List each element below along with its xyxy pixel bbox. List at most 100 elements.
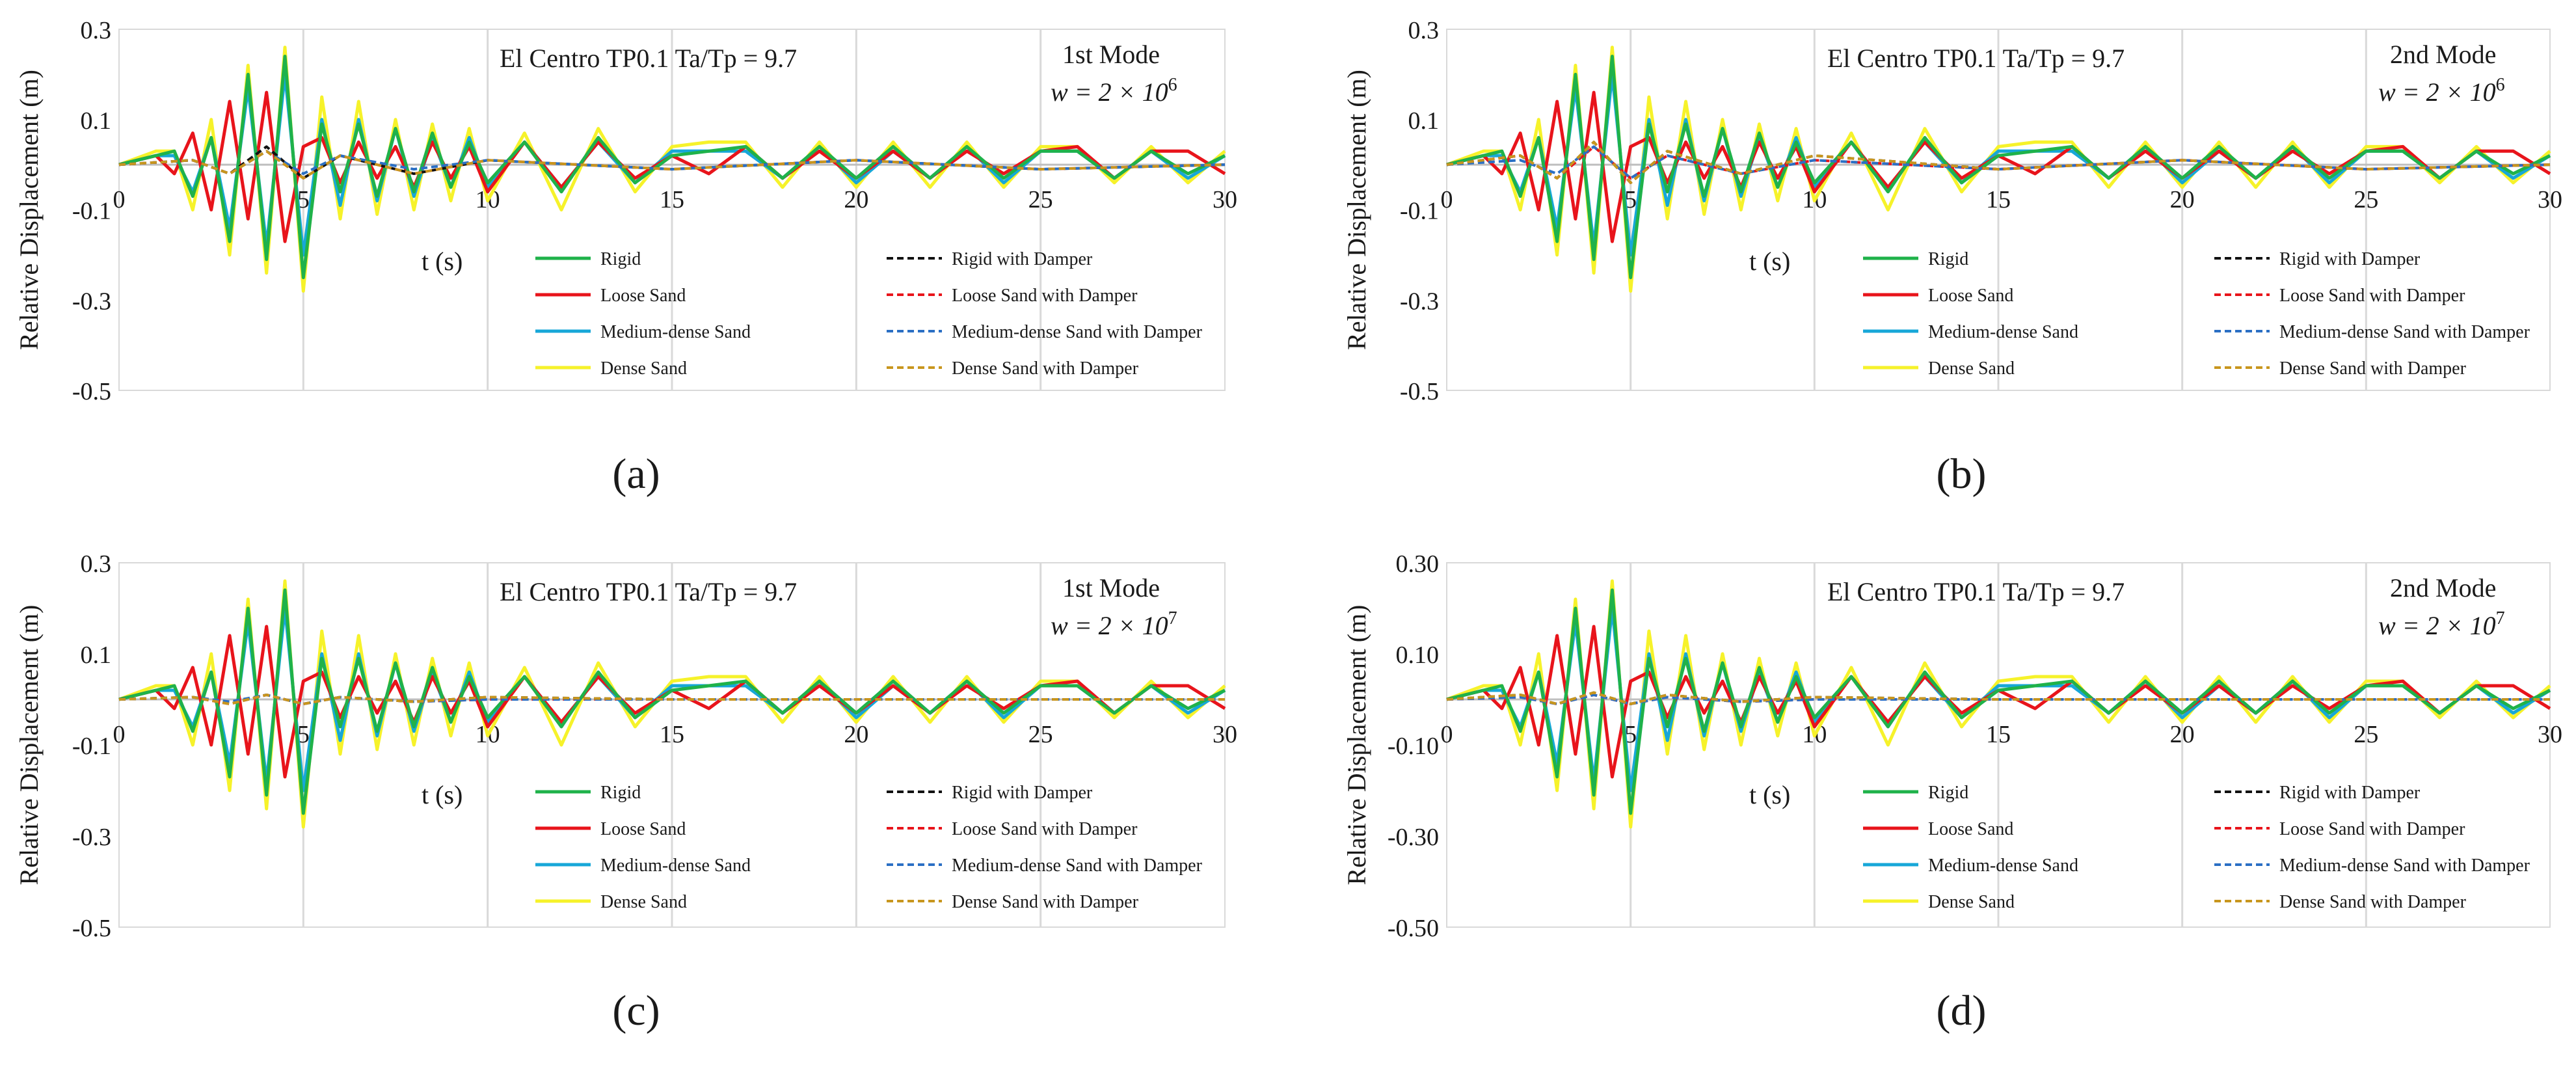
legend-label: Medium-dense Sand with Damper bbox=[952, 322, 1203, 342]
legend-label: Dense Sand with Damper bbox=[952, 892, 1139, 912]
legend-item-medium-dense-sand: Medium-dense Sand bbox=[1863, 856, 2078, 876]
legend-item-rigid: Rigid bbox=[535, 249, 641, 269]
legend-item-dense-sand: Dense Sand bbox=[1863, 892, 2015, 912]
legend-label: Loose Sand with Damper bbox=[2279, 286, 2465, 306]
series-line-dense-sand-with-damper bbox=[118, 694, 1225, 705]
legend-label: Rigid bbox=[600, 249, 641, 269]
y-tick-label: -0.5 bbox=[1400, 378, 1439, 405]
x-axis-label: t (s) bbox=[1749, 780, 1790, 809]
mode-label: 2nd Mode bbox=[2390, 573, 2496, 602]
legend-label: Rigid with Damper bbox=[952, 249, 1093, 269]
x-tick-label: 5 bbox=[1624, 721, 1637, 748]
legend-label: Dense Sand bbox=[600, 358, 687, 379]
legend-item-medium-dense-sand-with-damper: Medium-dense Sand with Damper bbox=[2214, 856, 2530, 876]
y-tick-label: 0.3 bbox=[81, 550, 112, 578]
legend-item-dense-sand: Dense Sand bbox=[535, 892, 687, 912]
legend-item-loose-sand-with-damper: Loose Sand with Damper bbox=[887, 286, 1138, 306]
legend-label: Rigid bbox=[1928, 249, 1968, 269]
legend-item-medium-dense-sand-with-damper: Medium-dense Sand with Damper bbox=[2214, 322, 2530, 342]
panel-caption: (a) bbox=[612, 450, 660, 498]
weight-label: w = 2 × 107 bbox=[2378, 608, 2505, 640]
legend-item-medium-dense-sand: Medium-dense Sand bbox=[535, 322, 751, 342]
legend-label: Medium-dense Sand with Damper bbox=[952, 856, 1203, 876]
x-tick-label: 25 bbox=[2354, 186, 2378, 213]
x-tick-label: 5 bbox=[1624, 186, 1637, 213]
weight-base: w = 2 × 10 bbox=[2378, 611, 2496, 640]
y-axis-label: Relative Displacement (m) bbox=[14, 605, 44, 885]
y-axis-label: Relative Displacement (m) bbox=[1342, 605, 1371, 885]
x-tick-label: 30 bbox=[1213, 186, 1237, 213]
legend-item-loose-sand: Loose Sand bbox=[535, 819, 686, 839]
legend-label: Rigid with Damper bbox=[952, 783, 1093, 803]
legend-label: Rigid bbox=[1928, 783, 1968, 803]
series-line-dense-sand-with-damper bbox=[118, 150, 1226, 180]
legend-label: Medium-dense Sand bbox=[600, 322, 751, 342]
y-tick-label: 0.30 bbox=[1396, 550, 1440, 578]
chart-title: El Centro TP0.1 Ta/Tp = 9.7 bbox=[500, 577, 797, 606]
mode-label: 2nd Mode bbox=[2390, 40, 2496, 69]
legend-label: Loose Sand with Damper bbox=[952, 286, 1138, 306]
legend-label: Dense Sand with Damper bbox=[2279, 892, 2467, 912]
series-line-dense-sand-with-damper bbox=[1446, 691, 2550, 705]
x-tick-label: 30 bbox=[2538, 186, 2562, 213]
x-tick-label: 20 bbox=[2170, 186, 2195, 213]
y-tick-label: -0.3 bbox=[1400, 288, 1439, 315]
x-tick-label: 0 bbox=[113, 186, 126, 213]
y-tick-label: -0.3 bbox=[72, 824, 111, 851]
y-tick-label: 0.1 bbox=[81, 642, 112, 669]
y-tick-label: -0.30 bbox=[1388, 824, 1439, 851]
legend-item-rigid-with-damper: Rigid with Damper bbox=[2214, 249, 2421, 269]
x-tick-label: 25 bbox=[2354, 721, 2378, 748]
y-tick-label: -0.1 bbox=[72, 198, 111, 225]
weight-label: w = 2 × 107 bbox=[1051, 608, 1177, 640]
x-tick-label: 25 bbox=[1028, 186, 1053, 213]
y-tick-label: 0.10 bbox=[1396, 642, 1440, 669]
legend-item-loose-sand: Loose Sand bbox=[1863, 819, 2013, 839]
x-axis-label: t (s) bbox=[422, 247, 463, 276]
panel-caption: (b) bbox=[1937, 450, 1987, 498]
x-tick-label: 20 bbox=[844, 186, 868, 213]
legend-label: Rigid with Damper bbox=[2279, 783, 2421, 803]
y-tick-label: -0.5 bbox=[72, 915, 111, 942]
x-axis-label: t (s) bbox=[1749, 247, 1790, 276]
legend-item-dense-sand-with-damper: Dense Sand with Damper bbox=[887, 358, 1139, 379]
legend-item-loose-sand: Loose Sand bbox=[1863, 286, 2013, 306]
x-tick-label: 15 bbox=[660, 186, 684, 213]
panel-caption: (c) bbox=[612, 987, 660, 1034]
x-tick-label: 20 bbox=[844, 721, 868, 748]
legend-item-rigid: Rigid bbox=[1863, 783, 1968, 803]
chart-title: El Centro TP0.1 Ta/Tp = 9.7 bbox=[1827, 577, 2125, 606]
legend-item-medium-dense-sand: Medium-dense Sand bbox=[1863, 322, 2078, 342]
legend-label: Medium-dense Sand bbox=[1928, 856, 2078, 876]
legend-item-rigid: Rigid bbox=[535, 783, 641, 803]
y-tick-label: -0.50 bbox=[1388, 915, 1439, 942]
legend-label: Dense Sand bbox=[600, 892, 687, 912]
y-tick-label: -0.3 bbox=[72, 288, 111, 315]
x-tick-label: 15 bbox=[1986, 186, 2011, 213]
x-tick-label: 20 bbox=[2170, 721, 2195, 748]
legend-label: Medium-dense Sand with Damper bbox=[2279, 322, 2530, 342]
legend-item-dense-sand-with-damper: Dense Sand with Damper bbox=[2214, 892, 2467, 912]
legend-label: Loose Sand bbox=[600, 286, 686, 306]
legend-item-dense-sand-with-damper: Dense Sand with Damper bbox=[2214, 358, 2467, 379]
legend-item-dense-sand: Dense Sand bbox=[535, 358, 687, 379]
mode-label: 1st Mode bbox=[1062, 40, 1160, 69]
legend-label: Rigid bbox=[600, 783, 641, 803]
series-line-rigid bbox=[1446, 588, 2551, 815]
x-axis-label: t (s) bbox=[422, 780, 463, 809]
weight-base: w = 2 × 10 bbox=[1051, 611, 1168, 640]
series-line-medium-dense-sand-with-damper bbox=[1446, 145, 2551, 180]
x-tick-label: 0 bbox=[1441, 186, 1453, 213]
legend-item-medium-dense-sand-with-damper: Medium-dense Sand with Damper bbox=[887, 856, 1203, 876]
y-tick-label: -0.1 bbox=[72, 733, 111, 760]
weight-exponent: 6 bbox=[2496, 75, 2505, 95]
mode-label: 1st Mode bbox=[1062, 573, 1160, 602]
weight-exponent: 6 bbox=[1168, 75, 1177, 95]
legend-label: Medium-dense Sand bbox=[600, 856, 751, 876]
chart-title: El Centro TP0.1 Ta/Tp = 9.7 bbox=[1827, 44, 2125, 73]
legend-label: Rigid with Damper bbox=[2279, 249, 2421, 269]
legend-label: Medium-dense Sand with Damper bbox=[2279, 856, 2530, 876]
legend-item-loose-sand-with-damper: Loose Sand with Damper bbox=[2214, 286, 2465, 306]
legend-item-loose-sand-with-damper: Loose Sand with Damper bbox=[887, 819, 1138, 839]
